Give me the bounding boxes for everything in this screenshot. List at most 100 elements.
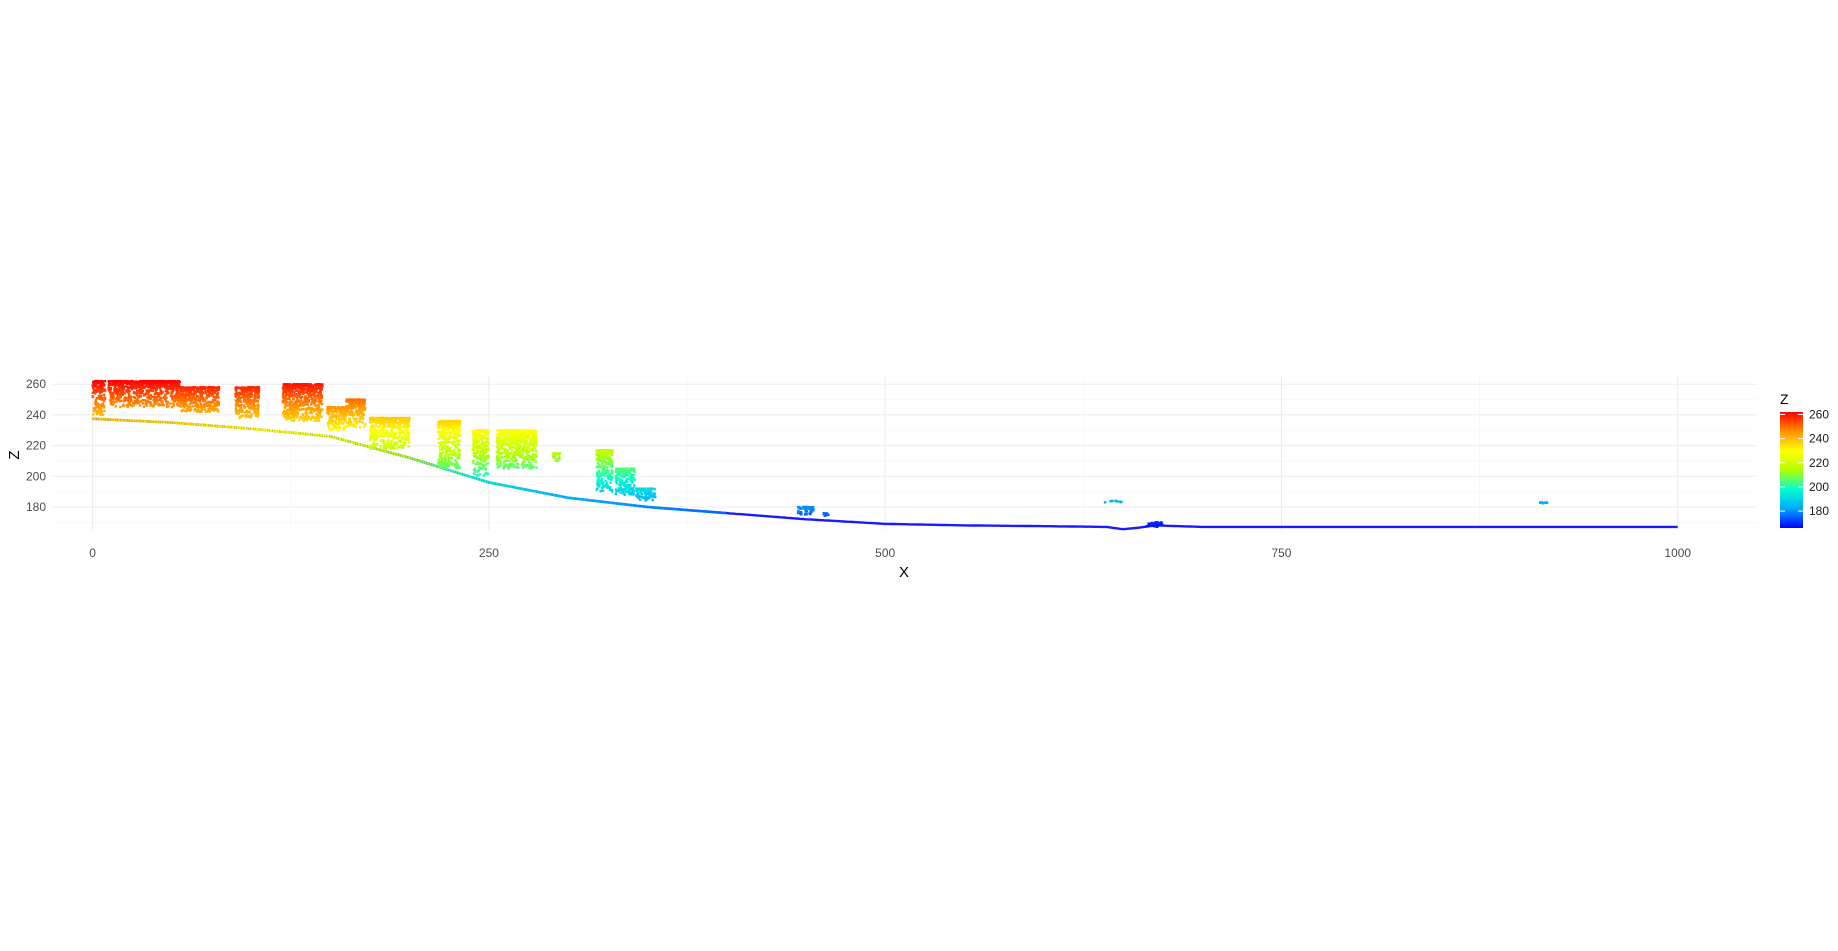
point <box>498 459 501 463</box>
point <box>603 471 606 475</box>
point <box>321 408 324 411</box>
point <box>342 426 346 429</box>
point <box>153 402 156 406</box>
point <box>386 430 389 434</box>
point <box>439 463 442 467</box>
ground-point <box>486 480 489 484</box>
point <box>442 442 445 446</box>
point <box>509 429 512 432</box>
point <box>249 402 252 406</box>
point <box>335 407 338 411</box>
point <box>206 389 209 392</box>
ground-point <box>476 477 480 481</box>
point <box>242 400 246 403</box>
point <box>610 459 613 462</box>
point <box>624 474 628 477</box>
point <box>93 389 96 392</box>
point <box>361 415 364 419</box>
ground-point <box>507 484 510 488</box>
point <box>283 415 287 419</box>
point <box>447 448 450 451</box>
point <box>604 467 607 470</box>
point <box>447 459 451 463</box>
point <box>451 423 455 426</box>
point <box>396 436 399 439</box>
point <box>450 449 453 453</box>
point <box>98 382 102 385</box>
point <box>244 414 247 417</box>
point <box>513 466 516 469</box>
ground-point <box>374 447 377 450</box>
point <box>319 389 322 392</box>
point <box>348 417 352 421</box>
ground-point <box>376 447 380 451</box>
point <box>601 465 604 469</box>
ground-point <box>681 508 684 511</box>
point <box>166 385 169 389</box>
point <box>376 429 379 432</box>
point <box>598 456 601 460</box>
point <box>617 490 620 493</box>
point <box>529 432 533 435</box>
point <box>371 434 374 438</box>
point <box>446 445 449 449</box>
point <box>376 417 379 420</box>
point <box>499 462 502 465</box>
ground-point <box>360 443 363 447</box>
point <box>147 394 151 397</box>
point <box>476 449 479 453</box>
point <box>406 422 409 425</box>
point <box>1146 525 1149 528</box>
point <box>149 379 152 383</box>
ground-point <box>155 420 159 424</box>
point <box>528 431 531 434</box>
point <box>214 389 218 392</box>
point <box>519 431 522 434</box>
point <box>377 419 380 422</box>
point <box>284 403 287 406</box>
point <box>246 404 249 407</box>
point <box>618 484 621 487</box>
point <box>505 453 508 456</box>
y-tick-label: 240 <box>26 408 46 422</box>
point <box>406 429 409 432</box>
point <box>358 419 362 422</box>
point <box>256 415 260 418</box>
point <box>153 380 157 383</box>
point <box>530 437 534 440</box>
ground-point <box>609 501 613 505</box>
point <box>513 456 516 459</box>
point <box>405 437 408 441</box>
point <box>512 453 515 456</box>
ground-point <box>702 510 705 513</box>
point <box>125 389 128 392</box>
point <box>296 398 299 401</box>
point <box>450 430 453 433</box>
point <box>240 407 243 411</box>
point <box>152 386 155 389</box>
point <box>450 431 453 435</box>
point <box>344 425 347 428</box>
point <box>597 450 601 454</box>
point <box>207 387 210 390</box>
point <box>1538 501 1542 504</box>
ground-point <box>355 442 358 445</box>
point <box>442 445 445 449</box>
point <box>310 396 314 400</box>
point <box>185 386 189 389</box>
point <box>517 436 520 439</box>
point <box>609 488 613 491</box>
point <box>246 415 249 418</box>
point <box>483 460 486 463</box>
point <box>602 451 605 454</box>
point <box>211 386 214 389</box>
point <box>189 386 192 389</box>
point <box>504 430 507 433</box>
point <box>521 452 524 455</box>
point <box>236 397 239 400</box>
point <box>141 380 145 383</box>
point <box>327 423 330 427</box>
point <box>522 457 525 460</box>
point <box>385 420 388 423</box>
